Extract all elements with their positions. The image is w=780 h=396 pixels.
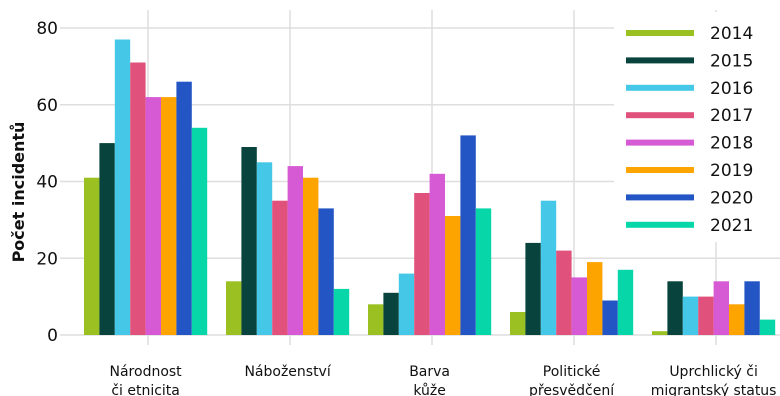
bar-2018-4 <box>713 281 729 335</box>
x-axis-categories: Národnost či etnicita Náboženství Barva kůže… <box>110 364 777 396</box>
legend-swatch-2016 <box>626 84 694 91</box>
legend-swatch-2018 <box>626 139 694 146</box>
x-category-label: Politické přesvědčení <box>529 364 615 396</box>
x-category-label: Barva kůže <box>409 364 450 396</box>
legend-label-2019: 2019 <box>710 161 753 181</box>
bar-2021-4 <box>759 319 776 335</box>
x-category-label: Uprchlický či migrantský status <box>651 364 777 396</box>
bar-2015-1 <box>241 147 257 335</box>
bar-2014-2 <box>368 304 384 335</box>
bar-2018-3 <box>571 277 587 335</box>
bar-2017-0 <box>130 62 146 335</box>
bar-2021-0 <box>191 127 208 335</box>
y-tick-label: 0 <box>47 326 58 346</box>
bar-2018-1 <box>287 166 303 335</box>
bar-2015-4 <box>667 281 683 335</box>
y-tick-label: 60 <box>36 96 58 116</box>
bar-2019-4 <box>729 304 745 335</box>
legend-swatch-2020 <box>626 194 694 201</box>
x-category-label: Náboženství <box>244 364 331 380</box>
bar-2019-0 <box>161 97 177 335</box>
legend-swatch-2019 <box>626 167 694 173</box>
bar-2018-0 <box>145 97 161 335</box>
bar-2019-2 <box>445 216 461 335</box>
legend-label-2021: 2021 <box>710 216 753 236</box>
bar-2020-3 <box>602 300 618 335</box>
legend-label-2015: 2015 <box>710 51 753 71</box>
y-axis-label: Počet incidentů <box>9 122 28 263</box>
bar-2014-0 <box>84 177 100 335</box>
bar-2014-4 <box>652 331 668 335</box>
bar-2021-2 <box>475 208 492 335</box>
bar-2015-3 <box>525 242 541 335</box>
bar-2020-2 <box>460 135 476 335</box>
legend-swatch-2015 <box>626 57 694 64</box>
bar-2015-0 <box>99 143 115 335</box>
legend-swatch-2014 <box>626 30 694 36</box>
legend-label-2020: 2020 <box>710 188 753 208</box>
bar-2020-1 <box>318 208 334 335</box>
bar-2021-3 <box>617 269 634 335</box>
bar-2016-0 <box>114 39 131 335</box>
legend-label-2017: 2017 <box>710 106 753 126</box>
legend-label-2016: 2016 <box>710 79 753 99</box>
y-tick-label: 80 <box>36 19 58 39</box>
bar-2016-3 <box>540 200 557 335</box>
bar-2019-1 <box>303 177 319 335</box>
legend-background <box>614 12 780 242</box>
bar-2021-1 <box>333 288 350 335</box>
bar-2020-4 <box>744 281 760 335</box>
legend-label-2014: 2014 <box>710 24 753 44</box>
legend-swatch-2021 <box>626 221 694 228</box>
bars <box>84 39 776 335</box>
bar-2018-2 <box>429 173 445 335</box>
bar-2017-2 <box>414 193 430 335</box>
bar-2017-3 <box>556 250 572 335</box>
y-tick-label: 20 <box>36 249 58 269</box>
bar-2017-1 <box>272 200 288 335</box>
bar-2020-0 <box>176 81 192 335</box>
bar-2014-1 <box>226 281 242 335</box>
bar-2016-2 <box>398 273 415 335</box>
legend-swatch-2017 <box>626 112 694 119</box>
bar-2016-1 <box>256 162 273 335</box>
bar-2016-4 <box>682 296 699 335</box>
legend: 2014 2015 2016 2017 2018 2019 2020 2021 <box>614 12 780 242</box>
bar-2017-4 <box>698 296 714 335</box>
x-category-label: Národnost či etnicita <box>110 364 183 396</box>
legend-label-2018: 2018 <box>710 134 753 154</box>
bar-2014-3 <box>510 312 526 335</box>
bar-2015-2 <box>383 292 399 335</box>
y-tick-label: 40 <box>36 173 58 193</box>
bar-2019-3 <box>587 262 603 335</box>
y-axis-ticks: 0 20 40 60 80 <box>36 19 58 346</box>
